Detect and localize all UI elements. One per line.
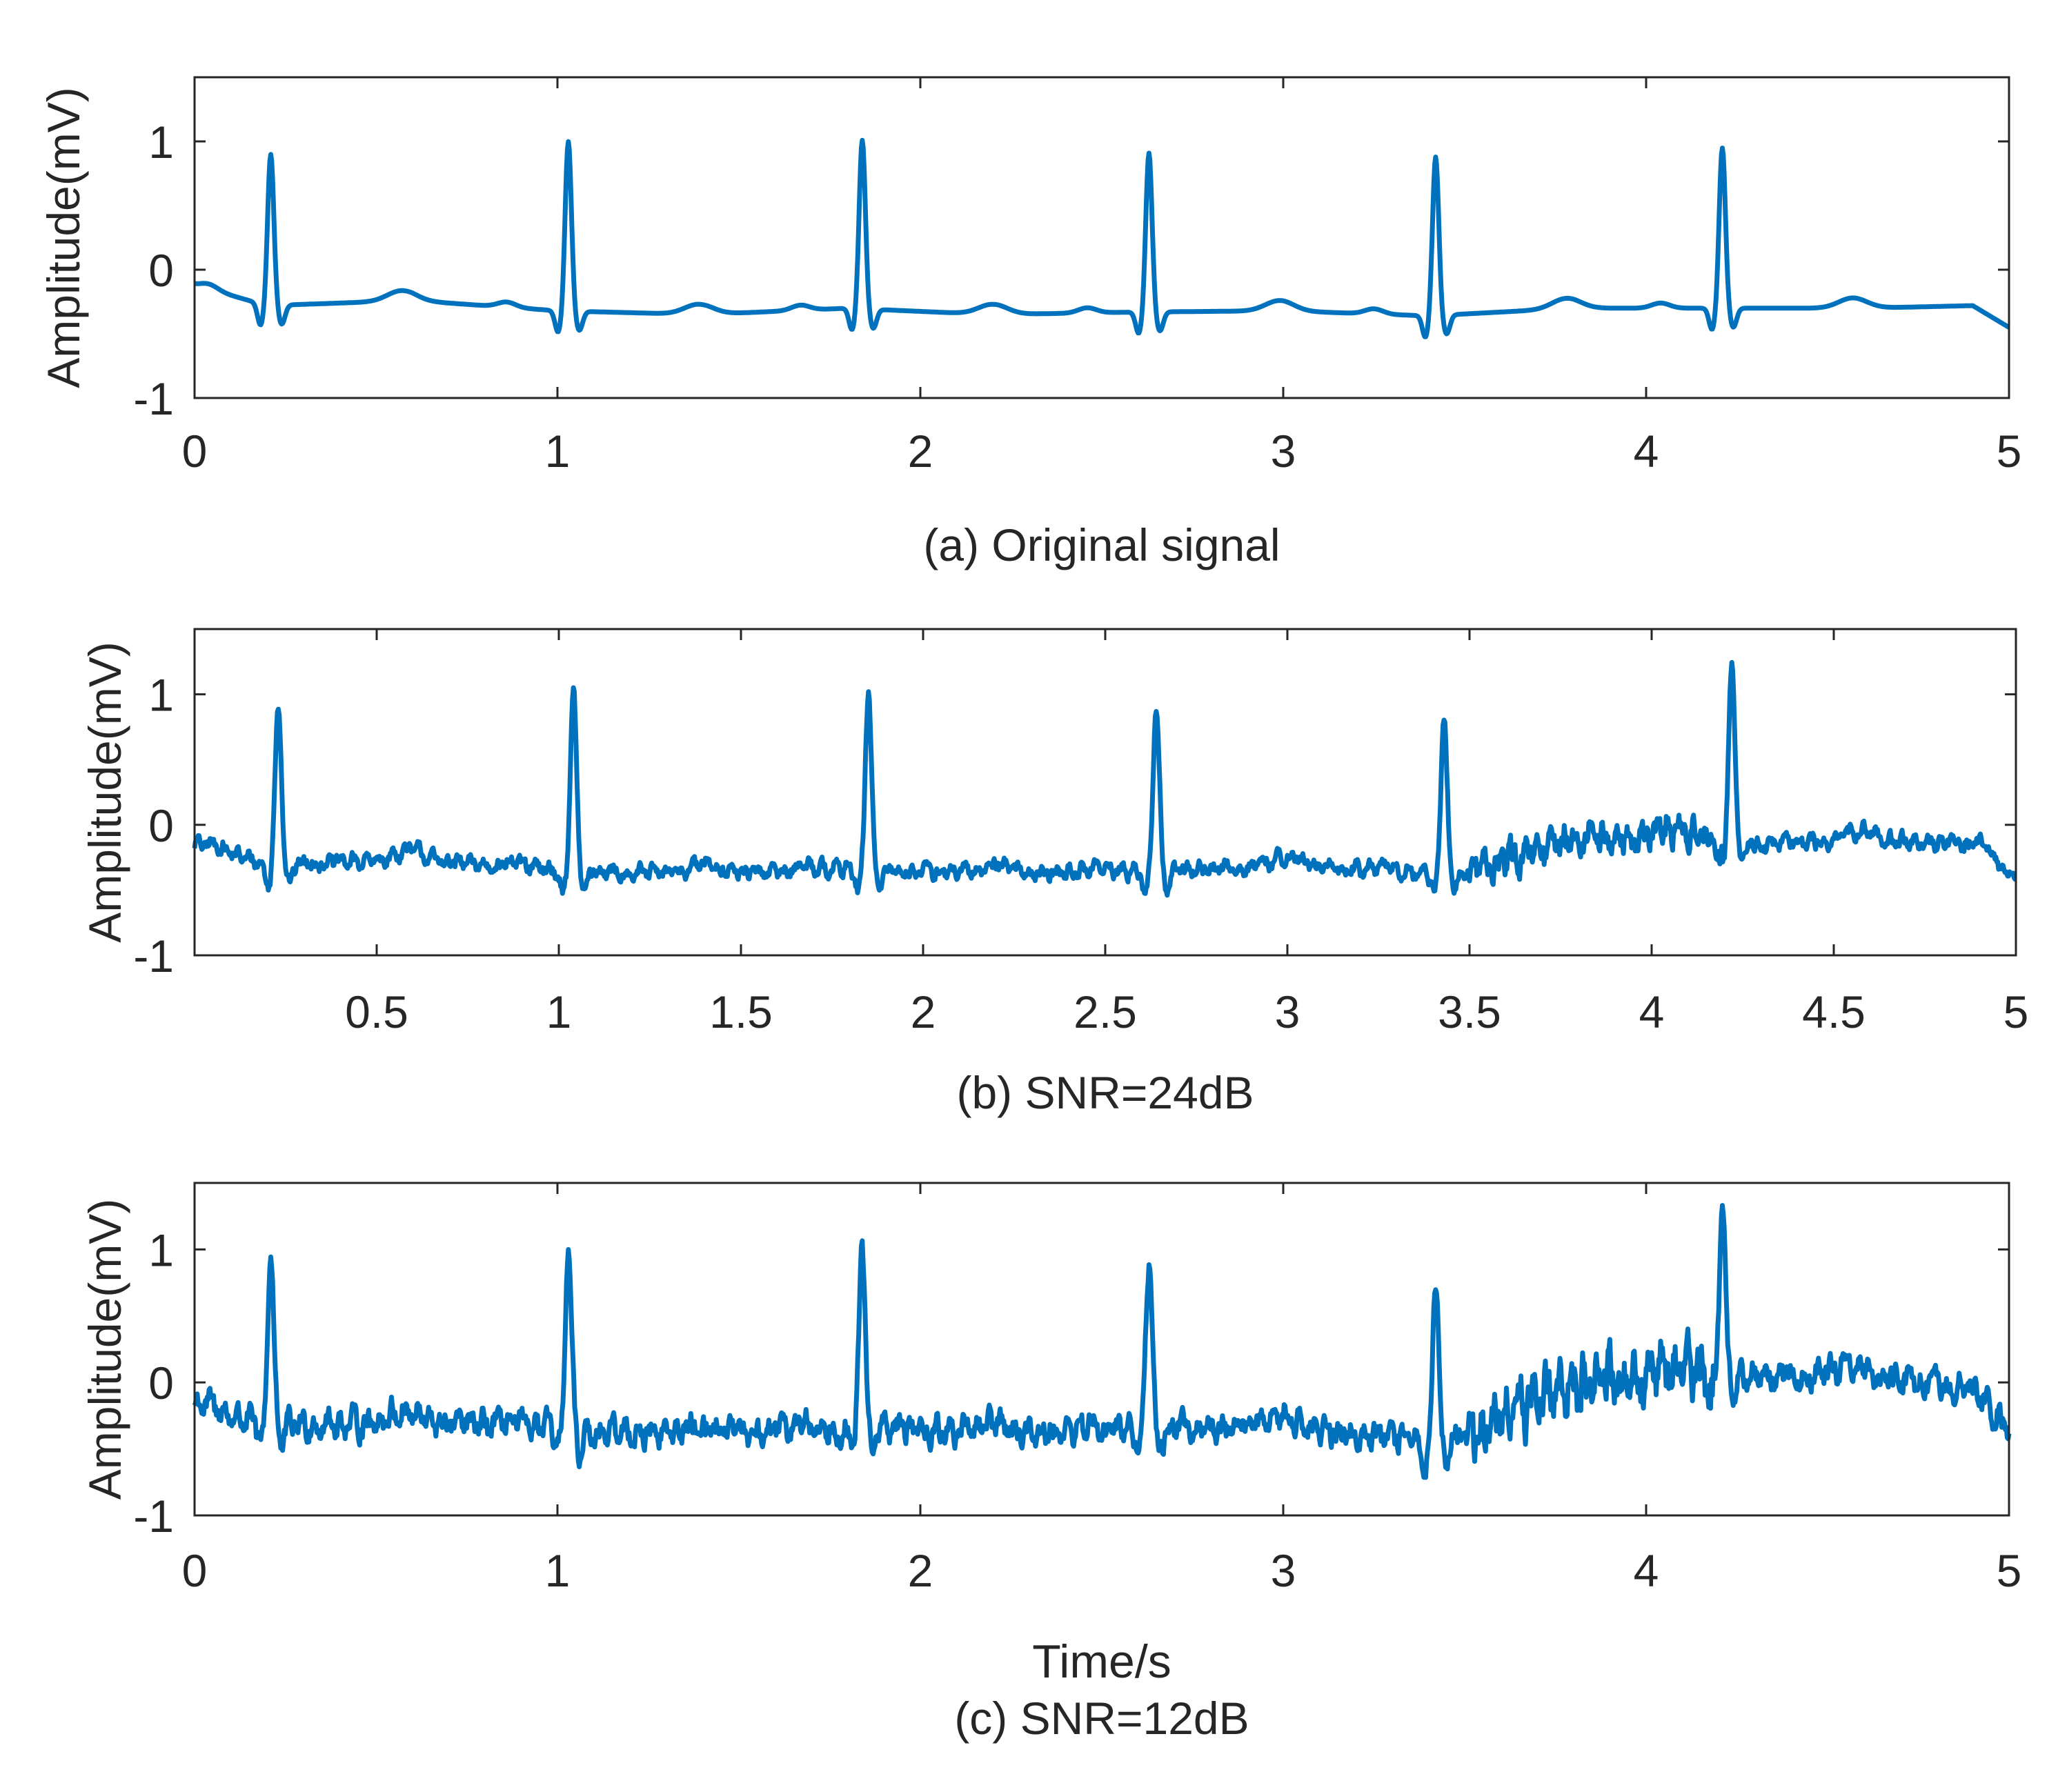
x-tick-label: 3 (1271, 1545, 1296, 1596)
x-tick-label: 4 (1634, 426, 1659, 477)
x-tick-label: 0 (182, 426, 208, 477)
panel-original-signal: 0 1 2 3 4 5-101 Amplitude(mV) (a) Original si… (38, 76, 2021, 570)
x-tick-label: 4.5 (1802, 986, 1866, 1037)
y-tick-label: 1 (148, 670, 174, 721)
x-tick-label: 4 (1634, 1545, 1659, 1596)
x-tick-label: 1 (545, 426, 571, 477)
tick-layer: 0.5 1 1.5 2 2.5 3 3.5 4 4.5 5 -1 0 1 (133, 629, 2028, 1037)
panel-snr-12db: 0 1 2 3 4 5-101 Amplitude(mV) Time/s (c) SNR=… (79, 1182, 2021, 1744)
panel-caption: (a) Original signal (923, 519, 1280, 570)
x-tick-label: 2.5 (1073, 986, 1137, 1037)
x-tick-label: 1.5 (709, 986, 773, 1037)
axes-frame (193, 1182, 2010, 1517)
panel-snr-24db: 0.5 1 1.5 2 2.5 3 3.5 4 4.5 5 -1 0 1 Amplitude(mV) (… (79, 628, 2028, 1118)
ecg-signal-line (192, 1203, 2012, 1480)
y-tick-label: 1 (148, 117, 174, 168)
y-tick-label: 0 (148, 800, 174, 851)
axes-frame (193, 628, 2017, 957)
x-tick-label: 1 (546, 986, 572, 1037)
y-tick-label: 0 (148, 1357, 174, 1408)
y-tick-label: 0 (148, 245, 174, 296)
panel-caption: (c) SNR=12dB (954, 1693, 1249, 1744)
x-tick-label: 4 (1639, 986, 1665, 1037)
x-axis-label: Time/s (1032, 1635, 1171, 1688)
x-tick-label: 3 (1275, 986, 1300, 1037)
y-tick-label: -1 (133, 1491, 174, 1542)
x-tick-label: 3 (1271, 426, 1296, 477)
series-layer (192, 659, 2018, 898)
tick-layer: 0 1 2 3 4 5-101 (133, 77, 2021, 477)
y-tick-label: 1 (148, 1224, 174, 1275)
y-axis-label: Amplitude(mV) (79, 641, 130, 942)
series-layer (192, 1203, 2012, 1480)
x-tick-label: 2 (908, 1545, 933, 1596)
x-tick-label: 0 (182, 1545, 208, 1596)
ecg-signal-line (192, 137, 2011, 339)
ecg-signal-line (192, 659, 2018, 898)
y-axis-label: Amplitude(mV) (79, 1199, 130, 1500)
x-tick-label: 3.5 (1438, 986, 1501, 1037)
axes-frame (193, 76, 2010, 399)
y-axis-label: Amplitude(mV) (38, 87, 89, 388)
x-tick-label: 5 (1997, 1545, 2022, 1596)
x-tick-label: 5 (2003, 986, 2029, 1037)
x-tick-label: 2 (911, 986, 936, 1037)
x-tick-label: 0.5 (345, 986, 408, 1037)
series-layer (192, 137, 2011, 339)
panel-caption: (b) SNR=24dB (956, 1067, 1254, 1118)
tick-layer: 0 1 2 3 4 5-101 (133, 1183, 2021, 1596)
x-tick-label: 1 (545, 1545, 571, 1596)
x-tick-label: 5 (1997, 426, 2022, 477)
x-tick-label: 2 (908, 426, 933, 477)
y-tick-label: -1 (133, 930, 174, 982)
y-tick-label: -1 (133, 373, 174, 424)
